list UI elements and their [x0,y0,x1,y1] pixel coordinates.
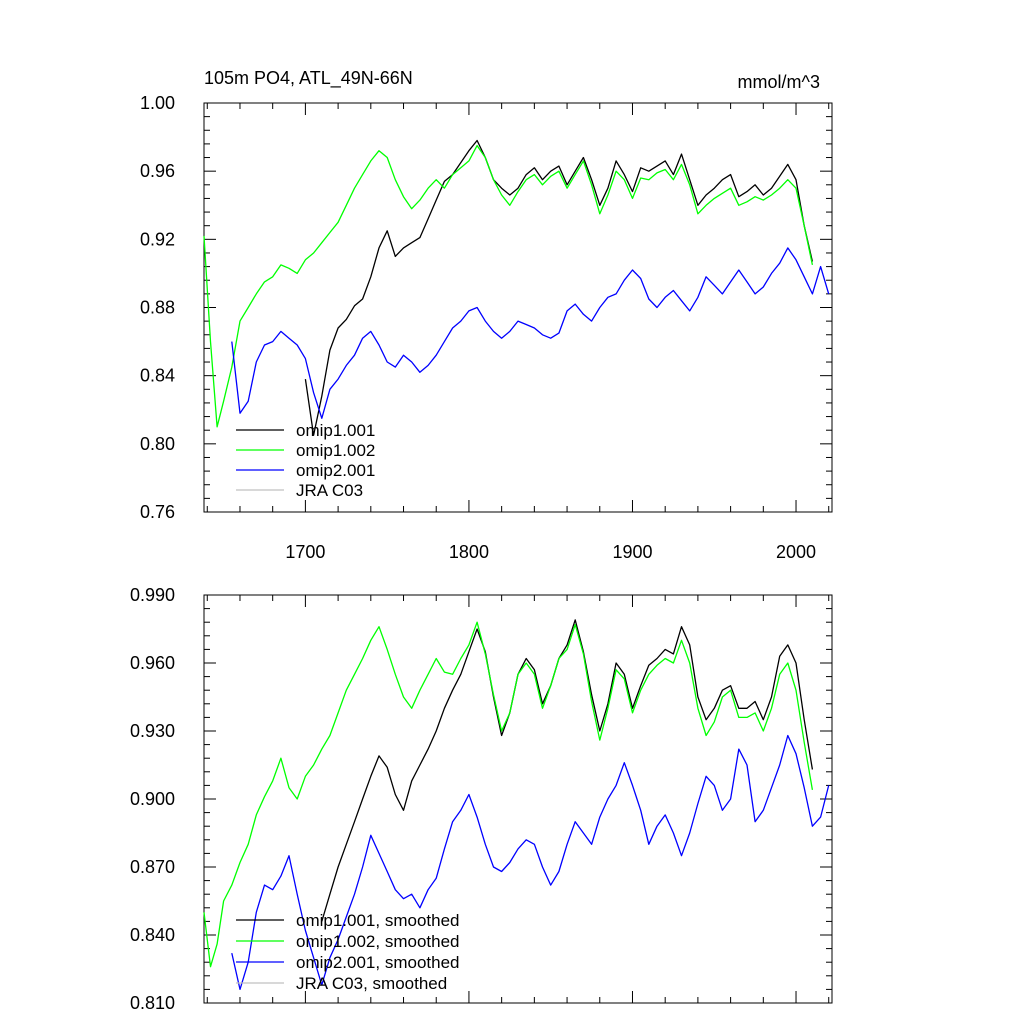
legend-label: omip2.001, smoothed [296,953,460,972]
series-line-omip1-001-smoothed [321,619,814,922]
legend-label: JRA C03, smoothed [296,974,447,993]
y-tick-label: 0.76 [140,502,175,522]
legend-label: omip1.002, smoothed [296,932,460,951]
y-tick-label: 0.930 [130,721,175,741]
y-tick-label: 0.870 [130,857,175,877]
x-tick-label: 1800 [449,542,489,562]
y-tick-label: 0.960 [130,653,175,673]
legend-label: omip1.001, smoothed [296,911,460,930]
y-tick-label: 1.00 [140,93,175,113]
y-tick-label: 0.88 [140,298,175,318]
x-tick-label: 1700 [285,542,325,562]
y-tick-label: 0.990 [130,585,175,605]
top-panel: 0.76 0.80 0.84 0.88 0.92 0.96 1.00 1700 1800 1900… [140,93,833,562]
y-tick-label: 0.840 [130,925,175,945]
bottom-panel: 0.810 0.840 0.870 0.900 0.930 0.960 0.990 omip1… [130,585,833,1013]
series-line-omip2-001-smoothed [231,734,830,991]
y-tick-label: 0.96 [140,161,175,181]
legend-label: omip2.001 [296,461,375,480]
series-line-omip1-001 [304,139,814,436]
legend-label: JRA C03 [296,481,363,500]
panel-title: 105m PO4, ATL_49N-66N [204,68,413,89]
y-tick-label: 0.92 [140,229,175,249]
x-tick-label: 2000 [776,542,816,562]
series-line-omip1-002 [203,144,814,428]
series-line-omip1-002-smoothed [203,621,814,968]
y-tick-label: 0.80 [140,434,175,454]
units-label: mmol/m^3 [738,72,820,92]
legend-label: omip1.002 [296,441,375,460]
y-tick-label: 0.810 [130,993,175,1013]
series-line-omip2-001 [231,247,830,419]
legend-label: omip1.001 [296,421,375,440]
x-tick-label: 1900 [612,542,652,562]
y-tick-label: 0.900 [130,789,175,809]
y-tick-label: 0.84 [140,366,175,386]
